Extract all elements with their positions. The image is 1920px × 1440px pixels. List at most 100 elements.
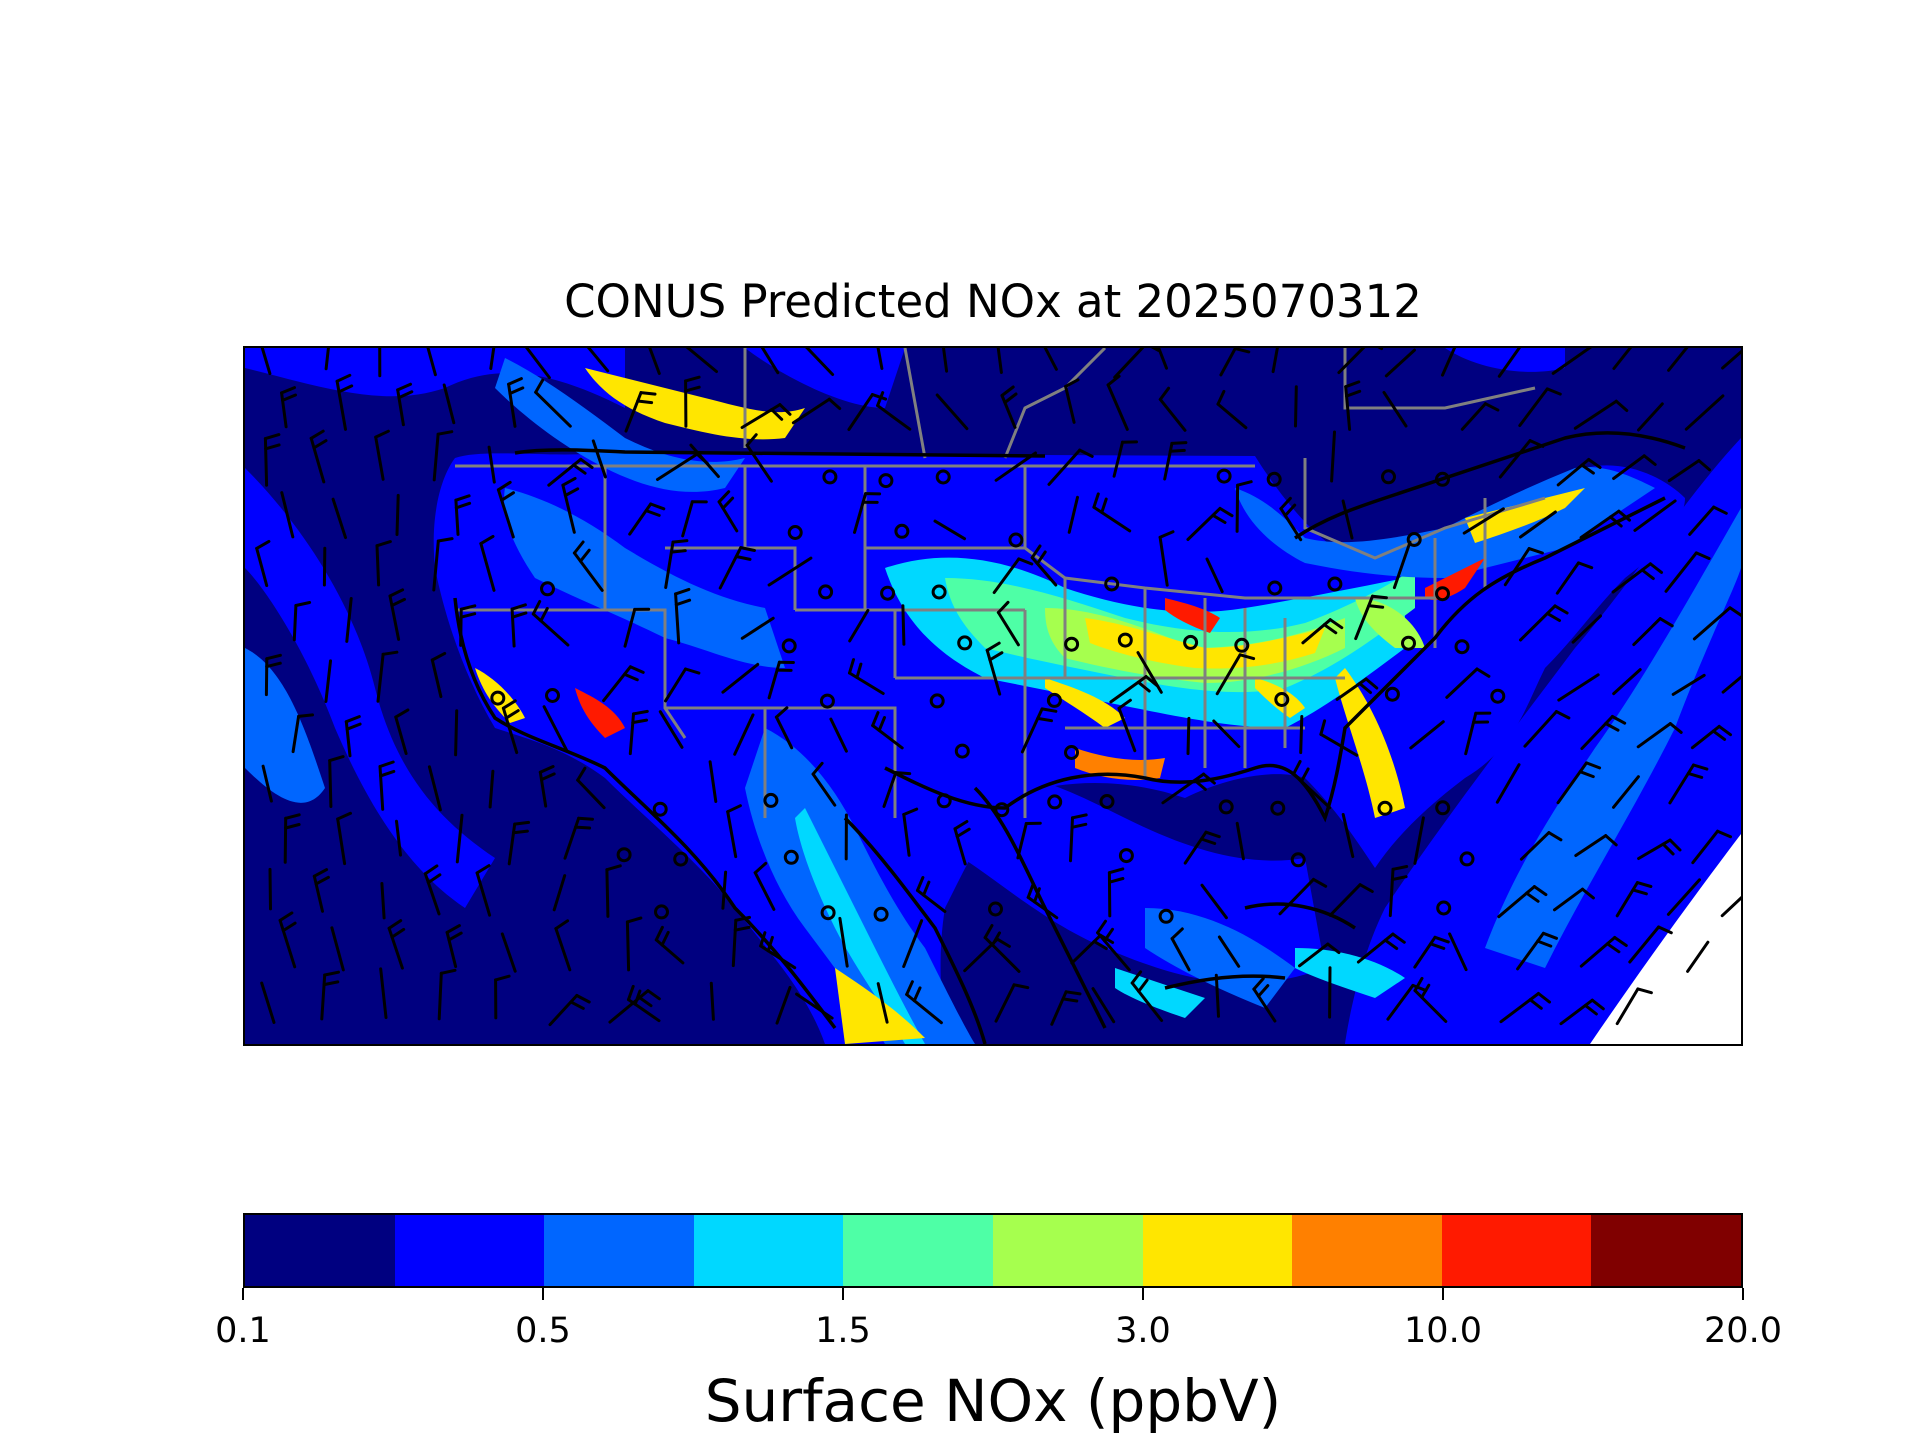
wind-barb (1580, 715, 1627, 750)
colorbar-ticks (242, 1288, 1744, 1304)
map-panel (243, 346, 1743, 1046)
wind-barb (1460, 402, 1500, 431)
wind-barb (479, 534, 496, 592)
wind-barb (681, 500, 708, 538)
wind-barb (1299, 715, 1304, 755)
wind-barb (1186, 716, 1191, 756)
wind-barb (624, 391, 657, 433)
wind-barb (572, 540, 604, 592)
wind-barb (331, 497, 347, 540)
wind-barb (1252, 977, 1277, 1023)
wind-barb (628, 502, 666, 536)
wind-barb (1516, 931, 1558, 971)
calm-circle (1047, 794, 1063, 810)
wind-barb (1392, 540, 1412, 590)
wind-barb (1611, 562, 1663, 594)
wind-barb (1448, 932, 1468, 972)
wind-barb (1356, 932, 1406, 964)
wind-barb (1464, 711, 1492, 756)
wind-barb (684, 375, 701, 428)
calm-circle (1290, 852, 1306, 868)
calm-circle (820, 905, 836, 921)
wind-barb (759, 931, 797, 970)
wind-barb (847, 393, 888, 431)
colorbar-tick-label: 3.0 (1115, 1311, 1171, 1351)
wind-barb (378, 760, 396, 811)
calm-circle (654, 904, 669, 920)
calm-circles (490, 468, 1506, 924)
calm-circle (894, 523, 910, 539)
wind-barb (1690, 724, 1732, 750)
wind-barb (996, 600, 1020, 647)
wind-barb (396, 382, 414, 427)
wind-barb (379, 967, 388, 1019)
wind-barb (576, 766, 606, 810)
wind-barb (1666, 878, 1701, 916)
wind-barb (838, 916, 849, 968)
wind-barb (380, 882, 386, 920)
calm-circle (1436, 900, 1452, 916)
wind-barb (378, 348, 382, 378)
wind-barb (1341, 499, 1354, 540)
wind-barb (1335, 677, 1379, 701)
wind-barb (442, 383, 456, 425)
wind-barb (871, 711, 904, 750)
wind-barb (330, 926, 345, 972)
wind-barb (1579, 509, 1631, 539)
calm-circle (878, 473, 894, 489)
wind-barb (902, 807, 919, 857)
colorbar-segment (1441, 1215, 1592, 1286)
wind-barb (1235, 480, 1253, 533)
wind-barb (1668, 763, 1709, 805)
calm-circle (1216, 468, 1232, 484)
wind-barb (1117, 698, 1137, 753)
wind-barb (1112, 440, 1138, 478)
wind-barb (586, 348, 610, 373)
colorbar-tick (242, 1288, 244, 1300)
wind-barb (1519, 510, 1557, 539)
wind-barb (1136, 651, 1163, 694)
wind-barb (1158, 386, 1187, 432)
wind-barb (344, 715, 362, 758)
wind-barb (1692, 606, 1741, 641)
calm-circle (540, 581, 555, 597)
wind-barb (726, 804, 742, 859)
colorbar-segment (245, 1215, 395, 1286)
wind-barb (1556, 761, 1602, 805)
calm-circle (1406, 532, 1422, 547)
calm-circle (787, 525, 803, 540)
wind-barbs (255, 348, 1741, 1027)
wind-barb (721, 662, 760, 694)
calm-circle (822, 469, 838, 485)
wind-barb (445, 924, 463, 968)
calm-circle (880, 585, 896, 601)
colorbar-segment (1292, 1215, 1442, 1286)
wind-barb (260, 981, 276, 1024)
wind-barb (625, 916, 643, 972)
wind-barb (261, 764, 273, 803)
wind-barb (1354, 594, 1388, 641)
wind-barb (1298, 942, 1341, 968)
colorbar-segment (1591, 1215, 1741, 1286)
wind-barb (1612, 454, 1657, 480)
wind-barb (1498, 439, 1545, 479)
calm-circle (1118, 848, 1134, 864)
wind-barb (437, 968, 457, 1021)
wind-barb (1000, 385, 1018, 429)
wind-barb (1382, 390, 1408, 428)
wind-barb (708, 760, 718, 803)
colorbar-title: Surface NOx (ppbV) (704, 1367, 1282, 1435)
wind-barb (648, 348, 661, 375)
wind-barb (1628, 925, 1673, 964)
wind-barb (791, 397, 842, 425)
wind-barb (1615, 987, 1653, 1026)
wind-barb (1497, 885, 1548, 919)
wind-barb (1113, 348, 1160, 379)
wind-barb (942, 348, 949, 373)
wind-barb (1573, 399, 1629, 430)
wind-barb (767, 556, 813, 587)
wind-barb (1519, 604, 1569, 642)
calm-circle (1099, 794, 1115, 809)
calm-circle (1435, 586, 1450, 602)
wind-barb (1721, 349, 1741, 370)
